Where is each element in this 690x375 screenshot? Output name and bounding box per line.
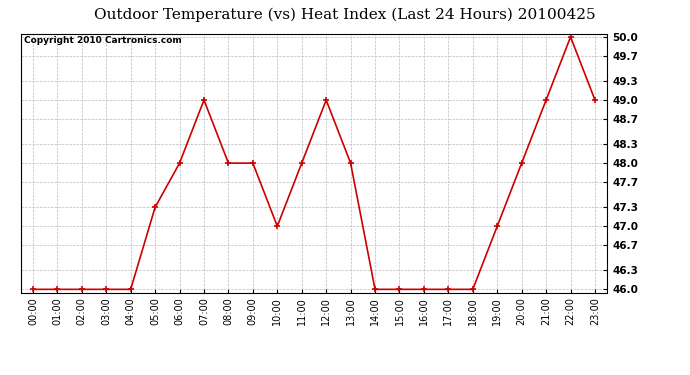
Text: Copyright 2010 Cartronics.com: Copyright 2010 Cartronics.com	[23, 36, 181, 45]
Text: Outdoor Temperature (vs) Heat Index (Last 24 Hours) 20100425: Outdoor Temperature (vs) Heat Index (Las…	[95, 8, 595, 22]
